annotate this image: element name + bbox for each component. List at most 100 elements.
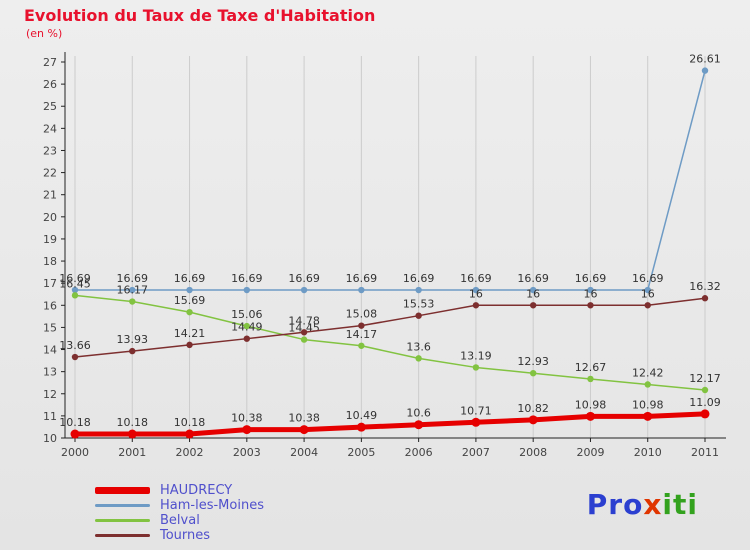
- y-tick-label: 12: [43, 388, 57, 401]
- data-label: 16.69: [174, 272, 206, 285]
- legend-swatch-haudrecy: [95, 487, 150, 494]
- data-label: 16.17: [117, 284, 149, 297]
- data-label: 10.18: [174, 416, 206, 429]
- data-label: 15.53: [403, 298, 435, 311]
- legend: HAUDRECY Ham-les-Moines Belval Tournes: [95, 483, 264, 543]
- data-label: 14.17: [346, 328, 378, 341]
- data-label: 16: [469, 287, 483, 300]
- x-tick-label: 2006: [405, 446, 433, 459]
- data-label: 16.69: [288, 272, 320, 285]
- data-point: [415, 286, 422, 294]
- data-point: [358, 322, 365, 329]
- data-label: 11.09: [689, 396, 721, 409]
- data-label: 15.08: [346, 308, 378, 321]
- data-point: [71, 286, 79, 294]
- data-label: 12.42: [632, 366, 664, 379]
- data-label: 12.17: [689, 372, 721, 385]
- series-haudrecy: 10.18 10.18 10.18 10.38 10.38 10.49 10.6 10.71 1…: [59, 396, 721, 439]
- data-label: 16.69: [632, 272, 664, 285]
- data-point: [185, 429, 195, 439]
- data-label: 12.67: [575, 361, 607, 374]
- data-label: 14.78: [288, 314, 320, 327]
- data-label: 13.66: [59, 339, 91, 352]
- data-label: 16.69: [59, 272, 91, 285]
- y-tick-label: 20: [43, 211, 57, 224]
- y-tick-label: 26: [43, 78, 57, 91]
- y-tick-label: 18: [43, 255, 57, 268]
- legend-item-haudrecy: HAUDRECY: [95, 483, 264, 498]
- series-ham-les-moines: 16.69 16.69 16.69 16.69 16.69 16.69 16.69 16.69…: [59, 53, 721, 294]
- data-point: [243, 335, 251, 342]
- y-tick-label: 16: [43, 299, 57, 312]
- data-point: [186, 286, 193, 294]
- data-point: [186, 341, 193, 349]
- data-point: [472, 364, 480, 371]
- y-tick-label: 10: [43, 432, 57, 445]
- data-point: [300, 286, 308, 294]
- data-label: 10.38: [288, 412, 320, 425]
- data-label: 15.06: [231, 308, 263, 321]
- series-line: [72, 411, 708, 437]
- y-tick-label: 27: [43, 56, 57, 69]
- data-point: [701, 67, 709, 74]
- y-tick-label: 14: [43, 344, 57, 357]
- x-tick-label: 2005: [347, 446, 375, 459]
- data-label: 10.49: [346, 409, 378, 422]
- data-point: [358, 286, 365, 294]
- data-label: 16.69: [403, 272, 435, 285]
- data-label: 13.19: [460, 349, 492, 362]
- x-tick-label: 2011: [691, 446, 719, 459]
- data-label: 10.98: [632, 398, 664, 411]
- y-tick-label: 11: [43, 410, 57, 423]
- series-tournes: 13.66 13.93 14.21 14.49 14.78 15.08 15.53 16 16 1…: [59, 280, 721, 361]
- data-point: [358, 342, 365, 349]
- data-point: [186, 308, 193, 316]
- data-point: [356, 422, 366, 432]
- data-label: 16.69: [231, 272, 263, 285]
- data-label: 16.69: [517, 272, 549, 285]
- data-point: [71, 353, 79, 361]
- data-point: [300, 336, 308, 343]
- y-tick-label: 23: [43, 144, 57, 157]
- data-label: 16.69: [460, 272, 492, 285]
- data-point: [701, 295, 709, 302]
- data-point: [643, 411, 653, 421]
- y-tick-label: 21: [43, 189, 57, 202]
- data-label: 10.98: [575, 398, 607, 411]
- x-tick-label: 2007: [462, 446, 490, 459]
- data-point: [644, 302, 651, 309]
- data-point: [127, 429, 137, 439]
- x-tick-label: 2008: [519, 446, 547, 459]
- data-label: 16: [526, 287, 540, 300]
- data-point: [585, 411, 595, 421]
- data-label: 16.69: [346, 272, 378, 285]
- data-point: [70, 429, 80, 439]
- data-point: [300, 329, 308, 336]
- data-point: [529, 302, 537, 309]
- data-label: 10.82: [517, 402, 549, 415]
- series-line: [74, 69, 706, 291]
- series-line: [74, 297, 706, 358]
- legend-label-haudrecy: HAUDRECY: [160, 483, 233, 498]
- data-point: [587, 286, 594, 294]
- x-tick-label: 2003: [233, 446, 261, 459]
- data-point: [243, 286, 251, 294]
- x-tick-label: 2000: [61, 446, 89, 459]
- x-tick-label: 2002: [176, 446, 204, 459]
- logo-segment: x: [643, 488, 663, 521]
- legend-item-belval: Belval: [95, 513, 264, 528]
- data-point: [701, 386, 709, 394]
- chart-subtitle: (en %): [26, 27, 63, 40]
- line-chart: 10 11 12 13 14 15 16 17 18 19 20 21 22 23 24 25 26 27 2000…: [43, 52, 726, 459]
- legend-label-tournes: Tournes: [160, 528, 211, 543]
- data-label: 10.6: [406, 407, 431, 420]
- data-point: [529, 369, 537, 377]
- legend-item-tournes: Tournes: [95, 528, 264, 543]
- data-point: [71, 292, 79, 299]
- legend-swatch-belval: [95, 519, 150, 522]
- data-point: [242, 425, 252, 435]
- y-tick-label: 19: [43, 233, 57, 246]
- y-tick-label: 15: [43, 321, 57, 334]
- data-label: 13.93: [117, 333, 149, 346]
